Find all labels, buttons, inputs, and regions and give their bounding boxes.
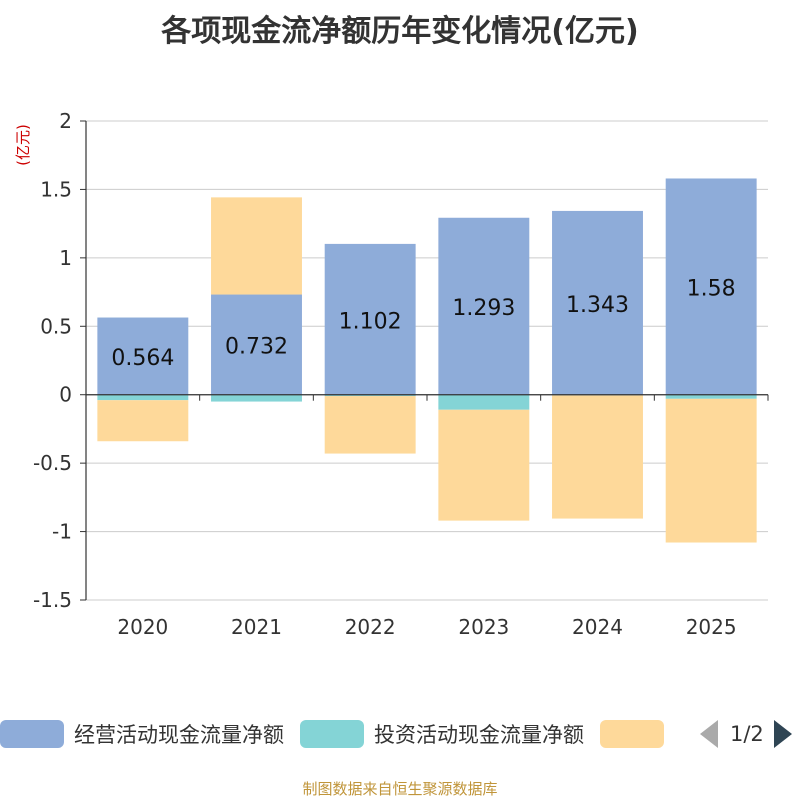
legend-prev-icon[interactable] xyxy=(700,720,718,748)
y-tick-label: 1.5 xyxy=(40,177,72,201)
legend-swatch-financing xyxy=(600,720,664,748)
bar-0-2025 xyxy=(665,178,757,395)
legend-next-icon[interactable] xyxy=(773,720,792,748)
chart-canvas: 2 1.5 1 0.5 0 -0.5 -1 -1.5 2020 2021 2022 2023 2024 2… xyxy=(14,109,769,639)
legend-swatch-operating xyxy=(0,720,64,748)
bar-1-2025 xyxy=(665,394,757,399)
y-tick-label: 1 xyxy=(59,246,72,270)
data-source-note: 制图数据来自恒生聚源数据库 xyxy=(302,780,498,798)
bar-0-2021 xyxy=(211,294,302,395)
x-tick-label: 2023 xyxy=(458,615,509,639)
legend: 经营活动现金流量净额 投资活动现金流量净额 1/2 xyxy=(0,716,800,752)
bar-1-2020 xyxy=(97,394,189,401)
bar-2-2025 xyxy=(665,398,757,543)
y-tick-label: 0 xyxy=(59,383,72,407)
x-tick-label: 2024 xyxy=(572,615,623,639)
y-tick-label: -0.5 xyxy=(33,451,72,475)
legend-item-operating[interactable]: 经营活动现金流量净额 xyxy=(0,719,284,749)
bar-0-2020 xyxy=(97,317,189,395)
bar-0-2022 xyxy=(324,243,416,395)
bar-2-2020 xyxy=(97,400,189,442)
y-tick-label: 0.5 xyxy=(40,314,72,338)
x-tick-label: 2020 xyxy=(117,615,168,639)
legend-item-financing[interactable] xyxy=(600,720,674,748)
bar-1-2022 xyxy=(324,394,416,397)
legend-label-operating: 经营活动现金流量净额 xyxy=(74,723,284,747)
bar-0-2024 xyxy=(552,210,643,395)
legend-page-indicator: 1/2 xyxy=(730,722,764,746)
y-tick-label: 2 xyxy=(59,109,72,133)
x-tick-label: 2025 xyxy=(686,615,737,639)
data-label: 1.58 xyxy=(687,277,736,302)
bar-1-2023 xyxy=(438,394,530,410)
x-tick-label: 2021 xyxy=(231,615,282,639)
legend-label-investing: 投资活动现金流量净额 xyxy=(374,723,584,747)
bar-2-2021 xyxy=(211,197,302,295)
legend-item-investing[interactable]: 投资活动现金流量净额 xyxy=(300,719,584,749)
y-axis-label: (亿元) xyxy=(14,124,32,166)
data-label: 1.293 xyxy=(452,296,515,321)
bar-1-2021 xyxy=(211,394,302,402)
data-label: 1.343 xyxy=(566,293,629,318)
y-tick-label: -1.5 xyxy=(33,588,72,612)
data-label: 1.102 xyxy=(339,309,402,334)
legend-swatch-investing xyxy=(300,720,364,748)
chart-title: 各项现金流净额历年变化情况(亿元) xyxy=(161,14,639,49)
data-label: 0.564 xyxy=(111,346,174,371)
bar-2-2024 xyxy=(552,395,643,519)
y-tick-label: -1 xyxy=(52,520,72,544)
bar-2-2023 xyxy=(438,409,530,521)
data-label: 0.732 xyxy=(225,335,288,360)
legend-pager: 1/2 xyxy=(700,716,792,752)
bar-0-2023 xyxy=(438,217,530,395)
x-tick-label: 2022 xyxy=(345,615,396,639)
bar-2-2022 xyxy=(324,396,416,454)
